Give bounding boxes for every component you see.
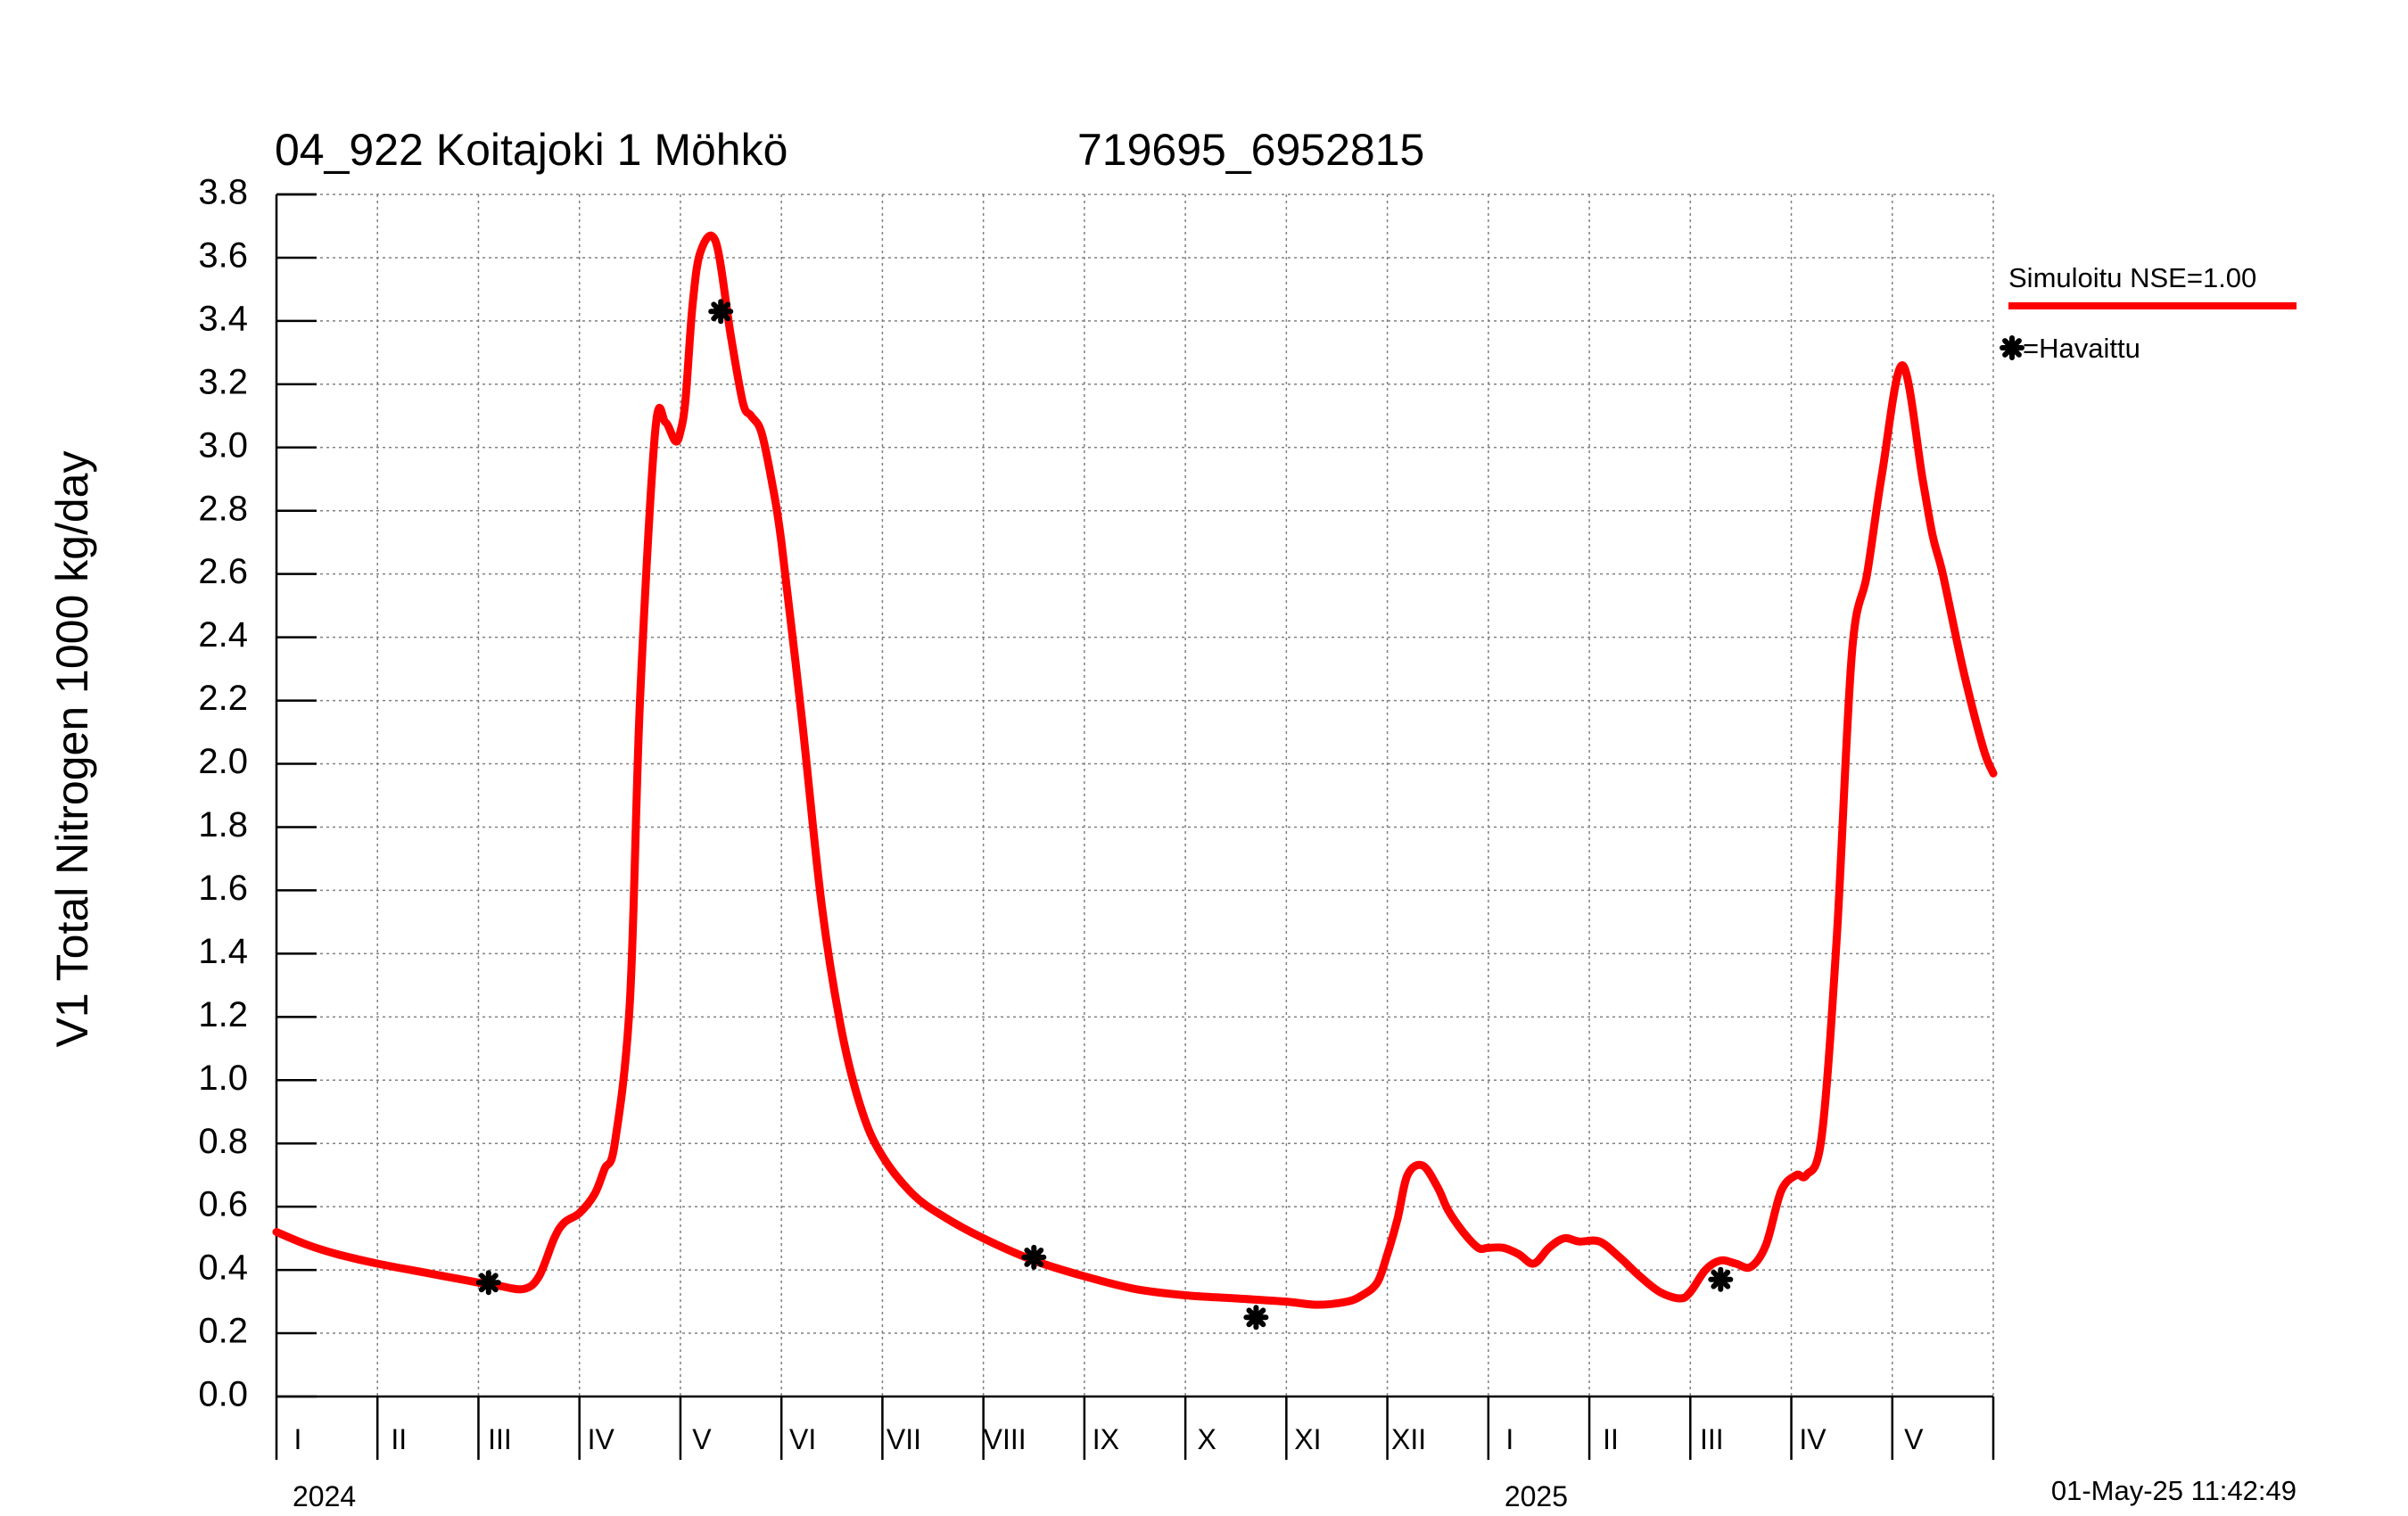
month-label: II [391,1423,407,1455]
month-label: VII [887,1423,921,1455]
month-label: XI [1294,1423,1321,1455]
simulated-series-line [272,231,1998,1309]
year-label: 2024 [293,1480,356,1512]
y-tick-label: 1.6 [198,869,248,908]
asterisk-stroke [478,1273,499,1293]
chart-subtitle: 719695_6952815 [1077,125,1424,175]
series-layer [272,231,1998,1331]
month-label: V [1904,1423,1924,1455]
month-label: XII [1391,1423,1426,1455]
y-tick-labels: 0.0 0.2 0.4 0.6 0.8 1.0 1.2 1.4 1.6 1.8 2.0 2.2 2.4 2… [198,173,248,1414]
asterisk-stroke [1024,1247,1044,1267]
y-tick-label: 0.2 [198,1312,248,1351]
legend-sim-label: Simuloitu NSE=1.00 [2008,262,2256,293]
y-tick-label: 1.2 [198,995,248,1034]
month-label: I [294,1423,302,1455]
asterisk-stroke [2002,338,2022,358]
legend-obs-marker [2000,335,2025,360]
asterisk-stroke [711,301,731,322]
timestamp: 01-May-25 11:42:49 [2051,1475,2297,1506]
y-tick-label: 3.4 [198,299,248,338]
y-tick-label: 1.8 [198,805,248,845]
y-tick-label: 2.2 [198,679,248,718]
y-tick-label: 2.8 [198,489,248,528]
axes-layer [275,193,1995,1460]
y-tick-label: 3.0 [198,425,248,465]
year-label: 2025 [1505,1480,1568,1512]
legend-obs-label: =Havaittu [2023,333,2140,364]
month-label: IX [1093,1423,1119,1455]
y-tick-label: 0.4 [198,1248,248,1288]
y-tick-label: 0.6 [198,1185,248,1224]
y-tick-label: 3.6 [198,236,248,276]
observed-point [708,299,734,325]
month-label: I [1505,1423,1513,1455]
observed-point [475,1270,501,1296]
observed-point [1708,1266,1734,1292]
asterisk-stroke [1711,1269,1731,1289]
month-label: III [1700,1423,1724,1455]
asterisk-stroke [1246,1307,1266,1328]
y-tick-label: 2.4 [198,615,248,655]
y-tick-label: 1.0 [198,1059,248,1098]
observed-point [1021,1244,1047,1270]
y-tick-label: 2.6 [198,552,248,591]
y-tick-label: 0.8 [198,1122,248,1161]
month-label: IV [1799,1423,1827,1455]
legend: Simuloitu NSE=1.00 =Havaittu [2000,262,2297,364]
month-label: III [488,1423,512,1455]
chart-title: 04_922 Koitajoki 1 Möhkö [275,125,788,175]
month-label: VIII [984,1423,1027,1455]
grid-layer [276,194,1994,1397]
y-tick-label: 0.0 [198,1375,248,1414]
y-tick-label: 3.8 [198,173,248,212]
observed-point [1243,1305,1269,1331]
y-tick-label: 1.4 [198,932,248,971]
y-tick-label: 2.0 [198,742,248,781]
month-label: II [1603,1423,1619,1455]
month-label: IV [588,1423,615,1455]
month-label: VI [789,1423,816,1455]
month-label: V [692,1423,712,1455]
y-tick-label: 3.2 [198,362,248,401]
month-label: X [1197,1423,1216,1455]
y-axis-label: V1 Total Nitrogen 1000 kg/day [47,451,97,1048]
